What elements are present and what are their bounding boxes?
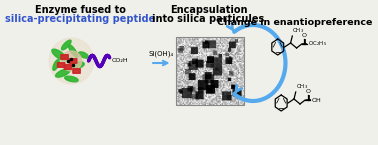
Text: CO₂H: CO₂H: [112, 58, 128, 64]
FancyArrowPatch shape: [227, 23, 234, 32]
Text: CH$_3$: CH$_3$: [296, 82, 308, 91]
Ellipse shape: [79, 52, 88, 58]
Ellipse shape: [65, 76, 78, 82]
Text: Encapsulation: Encapsulation: [170, 5, 247, 15]
Ellipse shape: [68, 45, 78, 57]
FancyBboxPatch shape: [70, 59, 77, 63]
Ellipse shape: [72, 62, 84, 68]
Text: OC$_2$H$_5$: OC$_2$H$_5$: [308, 40, 327, 48]
Ellipse shape: [49, 38, 94, 84]
Text: Change in enantiopreference: Change in enantiopreference: [217, 18, 373, 27]
Bar: [176, 37, 244, 105]
Ellipse shape: [62, 40, 71, 50]
FancyBboxPatch shape: [61, 55, 68, 59]
Text: into silica particules: into silica particules: [152, 14, 265, 24]
Text: O: O: [305, 89, 310, 94]
Ellipse shape: [52, 49, 67, 61]
FancyBboxPatch shape: [64, 65, 72, 69]
Text: O: O: [302, 33, 307, 38]
Ellipse shape: [56, 69, 70, 77]
Ellipse shape: [61, 51, 82, 71]
FancyBboxPatch shape: [73, 69, 80, 73]
Text: Enzyme fused to: Enzyme fused to: [34, 5, 125, 15]
Text: silica-precipitating peptide: silica-precipitating peptide: [5, 14, 155, 24]
Text: CH$_3$: CH$_3$: [292, 26, 304, 35]
FancyArrowPatch shape: [234, 85, 242, 94]
FancyArrowPatch shape: [153, 61, 167, 65]
Ellipse shape: [53, 60, 59, 70]
FancyBboxPatch shape: [57, 63, 65, 67]
Text: Si(OH)₄: Si(OH)₄: [149, 50, 174, 57]
Text: OH: OH: [311, 97, 321, 103]
